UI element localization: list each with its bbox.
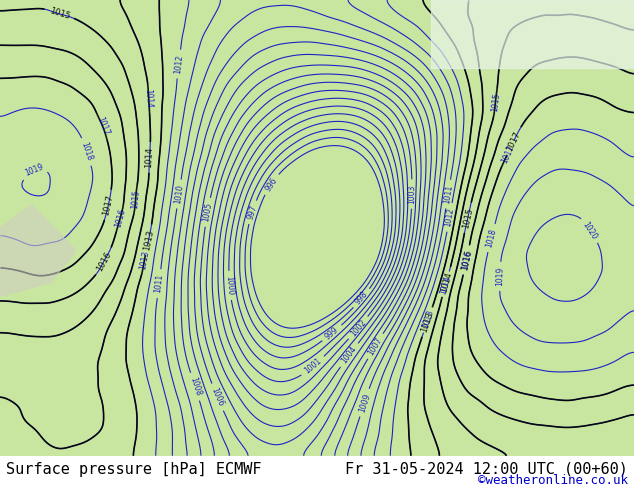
Text: 1013: 1013: [142, 228, 155, 251]
Text: 1020: 1020: [581, 220, 598, 241]
Text: 1007: 1007: [366, 336, 384, 357]
Text: 1014: 1014: [144, 89, 154, 109]
Text: 1016: 1016: [95, 250, 113, 272]
Text: 1008: 1008: [188, 376, 202, 397]
Text: 1017: 1017: [505, 129, 522, 152]
Text: 1015: 1015: [461, 207, 474, 229]
Text: Fr 31-05-2024 12:00 UTC (00+60): Fr 31-05-2024 12:00 UTC (00+60): [345, 462, 628, 477]
Text: 1013: 1013: [421, 308, 436, 329]
Text: 997: 997: [246, 204, 259, 221]
Text: 1014: 1014: [145, 147, 155, 168]
Text: 1011: 1011: [153, 273, 165, 294]
Text: 1013: 1013: [420, 311, 435, 334]
Text: 1015: 1015: [48, 6, 71, 21]
Text: 999: 999: [323, 325, 340, 341]
Text: 1011: 1011: [442, 184, 454, 204]
Text: 1001: 1001: [302, 356, 323, 376]
Text: 1017: 1017: [500, 143, 516, 164]
Text: 1019: 1019: [23, 162, 44, 177]
Text: 998: 998: [354, 290, 370, 307]
Text: 1017: 1017: [95, 116, 110, 137]
Text: 1015: 1015: [490, 93, 501, 113]
Text: 1016: 1016: [460, 249, 473, 270]
Text: 1013: 1013: [138, 249, 151, 270]
Text: 1016: 1016: [113, 207, 127, 228]
Text: Surface pressure [hPa] ECMWF: Surface pressure [hPa] ECMWF: [6, 462, 262, 477]
Text: 1004: 1004: [340, 344, 359, 366]
Text: 1009: 1009: [357, 392, 372, 413]
Polygon shape: [431, 0, 634, 69]
Text: 1006: 1006: [210, 387, 226, 408]
Text: ©weatheronline.co.uk: ©weatheronline.co.uk: [477, 473, 628, 487]
Text: 1015: 1015: [130, 190, 141, 210]
Text: 1000: 1000: [224, 275, 235, 295]
Text: 1016: 1016: [460, 248, 473, 271]
Text: 1019: 1019: [495, 267, 505, 286]
Text: 1012: 1012: [443, 207, 456, 227]
Text: 1012: 1012: [173, 54, 184, 74]
Text: 1018: 1018: [80, 141, 94, 162]
Text: 1014: 1014: [439, 270, 453, 293]
Text: 1005: 1005: [202, 202, 214, 222]
Text: 1014: 1014: [438, 275, 452, 296]
Text: 1003: 1003: [407, 184, 417, 204]
Text: 1018: 1018: [484, 227, 498, 248]
Text: 1017: 1017: [101, 194, 115, 216]
Text: 1010: 1010: [173, 184, 185, 204]
Text: 1002: 1002: [349, 318, 368, 338]
Polygon shape: [0, 205, 76, 296]
Text: 996: 996: [264, 176, 279, 193]
